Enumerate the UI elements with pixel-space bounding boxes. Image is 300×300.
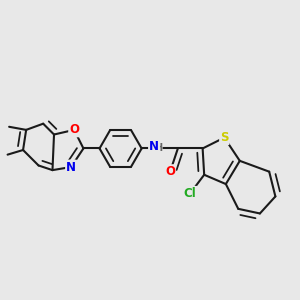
Text: H: H (154, 143, 162, 154)
Text: N: N (66, 160, 76, 173)
Text: O: O (69, 123, 79, 136)
Text: O: O (165, 165, 175, 178)
Text: N: N (149, 140, 159, 153)
Text: Cl: Cl (184, 187, 197, 200)
Text: S: S (220, 131, 229, 144)
